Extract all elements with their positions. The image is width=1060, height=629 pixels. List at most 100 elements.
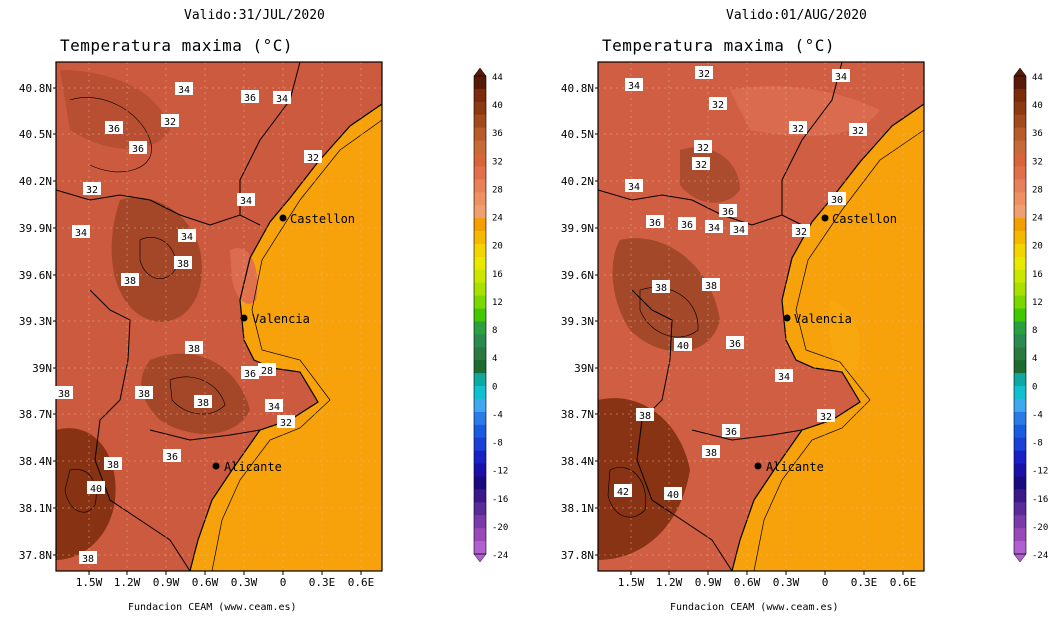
contour-value: 38: [58, 389, 70, 400]
colorbar-label: 4: [492, 354, 497, 364]
contour-value: 38: [177, 259, 189, 270]
contour-value: 34: [240, 196, 252, 207]
hot-zone: [111, 197, 202, 322]
colorbar-label: -16: [492, 495, 508, 505]
contour-label-box: [178, 229, 196, 242]
contour-value: 34: [75, 228, 87, 239]
map-frame: [597, 61, 925, 572]
colorbar-swatch: [1014, 424, 1026, 439]
contour-label-box: [789, 121, 807, 134]
colorbar-label: -20: [1032, 523, 1048, 533]
colorbar-swatch: [474, 140, 486, 155]
contour-label-box: [849, 123, 867, 136]
contour-value: 32: [695, 160, 707, 171]
contour-label-box: [636, 408, 654, 421]
sea-area: [732, 62, 924, 571]
contour-value: 38: [197, 398, 209, 409]
contour-value: 36: [725, 427, 737, 438]
colorbar-swatch: [474, 373, 486, 387]
lat-tick-label: 37.8N: [561, 549, 594, 562]
lat-tick-label: 40.2N: [19, 175, 52, 188]
colorbar-label: 12: [492, 298, 503, 308]
province-border: [691, 429, 803, 441]
contour-value: 38: [705, 281, 717, 292]
colorbar-label: -4: [1032, 410, 1043, 420]
map-panel-left: Valido:31/JUL/2020 Temperatura maxima (°…: [19, 8, 383, 613]
colorbar-swatch: [1014, 398, 1026, 413]
colorbar-swatch: [474, 515, 486, 529]
colorbar-swatch: [1014, 205, 1026, 219]
colorbar-swatch: [1014, 269, 1026, 284]
lat-tick-label: 40.5N: [561, 128, 594, 141]
colorbar-label: -24: [492, 551, 508, 561]
contour-label-box: [277, 415, 295, 428]
contour-label-box: [719, 204, 737, 217]
colorbar-swatch: [474, 502, 486, 516]
colorbar-swatch: [474, 489, 486, 503]
contour-value: 34: [628, 182, 640, 193]
colorbar-swatch: [1014, 463, 1026, 477]
colorbar-swatch: [474, 463, 486, 477]
colorbar-swatch: [1014, 450, 1026, 465]
contour-label-box: [194, 395, 212, 408]
colorbar-swatch: [1014, 373, 1026, 387]
contour-value: 34: [178, 85, 190, 96]
colorbar-label: 40: [1032, 101, 1043, 111]
colorbar-swatch: [1014, 179, 1026, 193]
contour-value: 34: [835, 72, 847, 83]
lat-tick-label: 40.2N: [561, 175, 594, 188]
contour-label-box: [730, 222, 748, 235]
colorbar-swatch: [1014, 515, 1026, 529]
colorbar-label: 44: [1032, 73, 1043, 83]
lat-tick-label: 40.8N: [19, 82, 52, 95]
lat-tick-label: 39N: [574, 362, 594, 375]
lon-tick-label: 1.2W: [114, 576, 141, 589]
lon-tick-label: 0.6E: [890, 576, 917, 589]
colorbar-swatch: [1014, 166, 1026, 180]
hot-zone: [60, 70, 170, 149]
colorbar-frame: [1013, 75, 1027, 555]
contour-value: 36: [132, 144, 144, 155]
colorbar-swatch: [1014, 243, 1026, 258]
contour-label-box: [692, 157, 710, 170]
colorbar-swatch: [1014, 528, 1026, 542]
colorbar-swatch: [1014, 76, 1026, 90]
colorbar-swatch: [474, 88, 486, 103]
contour-label-box: [83, 182, 101, 195]
colorbar-swatch: [474, 476, 486, 490]
contour-value: 34: [181, 232, 193, 243]
contour-value: 32: [280, 418, 292, 429]
colorbar-swatch: [1014, 256, 1026, 271]
colorbar-arrow: [473, 553, 487, 563]
contour-label-box: [775, 369, 793, 382]
colorbar-swatch: [1014, 127, 1026, 142]
colorbar-swatch: [1014, 321, 1026, 335]
lat-tick-label: 37.8N: [19, 549, 52, 562]
colorbar-label: 8: [492, 326, 497, 336]
contour-label-box: [674, 338, 692, 351]
contour-line: [607, 467, 647, 518]
contour-label-box: [241, 366, 259, 379]
map-panel-right: Valido:01/AUG/2020 Temperatura maxima (°…: [530, 0, 1060, 629]
colorbar-swatch: [474, 411, 486, 426]
colorbar-swatch: [474, 334, 486, 348]
contour-value: 42: [617, 487, 629, 498]
lat-tick-label: 39.6N: [561, 269, 594, 282]
contour-value: 34: [733, 225, 745, 236]
lat-tick-label: 38.7N: [561, 408, 594, 421]
contour-value: 32: [712, 100, 724, 111]
province-border: [149, 429, 261, 441]
colorbar-label: 4: [1032, 354, 1037, 364]
colorbar-label: 20: [492, 242, 503, 252]
contour-label-box: [161, 114, 179, 127]
contour-value: 36: [681, 220, 693, 231]
lon-tick-label: 0: [822, 576, 829, 589]
colorbar-label: -12: [492, 467, 508, 477]
warm-zone: [730, 86, 880, 136]
colorbar-swatch: [1014, 476, 1026, 490]
colorbar-swatch: [474, 528, 486, 542]
colorbar-swatch: [1014, 231, 1026, 245]
credit-label: Fundacion CEAM (www.ceam.es): [128, 602, 297, 613]
